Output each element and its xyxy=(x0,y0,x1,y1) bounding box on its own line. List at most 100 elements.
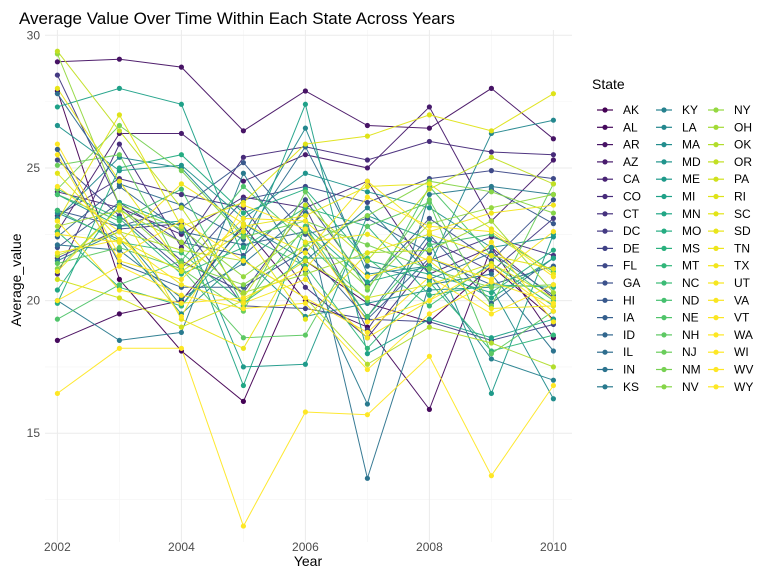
data-point-il xyxy=(364,263,370,269)
data-point-wa xyxy=(240,305,246,312)
data-point-vt xyxy=(240,295,246,301)
legend-item-de: DE xyxy=(597,241,640,255)
legend-item-ok: OK xyxy=(708,138,751,152)
data-point-tx xyxy=(550,202,557,208)
data-point-oh xyxy=(302,271,308,277)
x-tick-label: 2008 xyxy=(416,540,443,554)
legend-label: VA xyxy=(734,293,749,307)
data-point-va xyxy=(116,258,122,264)
data-point-tx xyxy=(240,221,246,227)
data-point-wy xyxy=(116,252,122,259)
data-point-or xyxy=(488,154,494,160)
data-point-pa xyxy=(550,295,557,301)
legend-key-point xyxy=(661,315,667,321)
data-point-mo xyxy=(488,290,494,296)
legend-label: MA xyxy=(682,138,700,152)
legend-label: DC xyxy=(623,224,641,238)
data-point-sc xyxy=(302,316,308,322)
legend-label: IL xyxy=(623,345,633,359)
data-point-md xyxy=(426,205,432,211)
legend-key-point xyxy=(713,349,719,355)
data-point-az xyxy=(550,157,557,163)
data-point-ri xyxy=(302,141,308,147)
legend-label: OK xyxy=(734,138,751,152)
data-point-wi xyxy=(488,263,494,269)
data-point-mo xyxy=(240,210,246,216)
legend-item-tx: TX xyxy=(708,259,749,273)
data-point-nv xyxy=(488,189,494,195)
data-point-de xyxy=(302,305,308,312)
legend-title: State xyxy=(592,76,625,92)
y-tick-label: 30 xyxy=(27,28,41,42)
data-point-md xyxy=(302,170,308,176)
legend-item-il: IL xyxy=(597,345,633,359)
data-point-sd xyxy=(54,85,61,91)
legend-key-point xyxy=(661,384,667,390)
legend-key-point xyxy=(661,263,667,269)
data-point-ma xyxy=(426,287,432,293)
legend-item-wi: WI xyxy=(708,345,749,359)
data-point-ny xyxy=(364,284,370,290)
legend-key-point xyxy=(602,245,608,251)
data-point-wi xyxy=(178,313,184,320)
data-point-ms xyxy=(240,244,246,251)
legend-key-point xyxy=(602,366,608,373)
legend-label: AZ xyxy=(623,155,638,169)
legend-item-mt: MT xyxy=(656,259,700,273)
legend-key-point xyxy=(602,263,608,269)
data-point-wv xyxy=(54,390,61,397)
data-point-nh xyxy=(302,332,308,338)
legend-label: NH xyxy=(682,328,699,342)
data-point-tx xyxy=(302,250,308,256)
legend-key-point xyxy=(713,263,719,269)
data-point-az xyxy=(178,130,184,137)
legend-key-point xyxy=(661,124,667,130)
data-point-nv xyxy=(240,282,246,288)
data-point-me xyxy=(302,361,308,367)
data-point-nm xyxy=(178,168,184,174)
legend-key-point xyxy=(661,211,667,217)
data-point-pa xyxy=(54,276,61,282)
legend-item-or: OR xyxy=(708,155,752,169)
legend-label: MT xyxy=(682,259,700,273)
data-point-vt xyxy=(178,300,184,306)
data-point-la xyxy=(302,125,308,131)
data-point-ut xyxy=(54,250,61,256)
data-point-md xyxy=(178,162,184,168)
data-point-mi xyxy=(488,335,494,341)
legend-label: SC xyxy=(734,207,751,221)
legend-item-az: AZ xyxy=(597,155,638,169)
data-point-tx xyxy=(426,229,432,235)
legend-key-point xyxy=(602,211,608,217)
legend-label: AL xyxy=(623,120,638,134)
legend-key-point xyxy=(661,332,667,338)
legend-key-point xyxy=(713,159,719,165)
data-point-ar xyxy=(488,85,494,91)
data-point-ne xyxy=(116,282,122,288)
data-point-wi xyxy=(116,229,122,235)
legend-key-point xyxy=(602,142,608,148)
data-point-tn xyxy=(488,305,494,312)
data-point-ms xyxy=(426,292,432,298)
data-point-la xyxy=(550,117,557,123)
data-point-mi xyxy=(178,101,184,107)
legend-item-ky: KY xyxy=(656,103,698,117)
legend-label: LA xyxy=(682,120,697,134)
data-point-fl xyxy=(488,168,494,174)
legend-key-point xyxy=(713,366,719,373)
data-point-co xyxy=(364,157,370,163)
data-point-md xyxy=(54,122,61,129)
data-point-ut xyxy=(302,276,308,282)
legend-label: KY xyxy=(682,103,698,117)
data-point-oh xyxy=(550,290,557,296)
legend: State AK AL AR AZ CA CO CT DC DE FL GA HI IA ID IL IN KS… xyxy=(592,76,753,394)
legend-item-al: AL xyxy=(597,120,638,134)
legend-label: MS xyxy=(682,241,700,255)
data-point-in xyxy=(364,475,370,481)
x-tick-label: 2002 xyxy=(44,540,71,554)
legend-item-ga: GA xyxy=(597,276,640,290)
data-point-wv xyxy=(240,523,246,529)
data-point-ny xyxy=(550,191,557,198)
data-point-va xyxy=(550,229,557,235)
